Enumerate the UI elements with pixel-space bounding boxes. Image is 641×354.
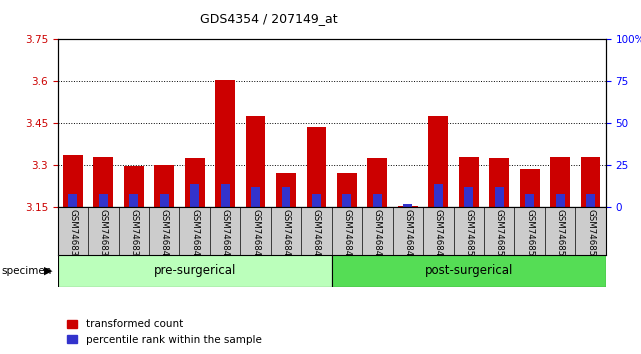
Bar [337, 173, 357, 207]
Bar [215, 80, 235, 207]
Bar [459, 156, 479, 207]
Bar [464, 187, 473, 207]
Bar [221, 184, 229, 207]
Legend: transformed count, percentile rank within the sample: transformed count, percentile rank withi… [63, 315, 266, 349]
Bar [69, 194, 78, 207]
Text: GSM746854: GSM746854 [586, 209, 595, 261]
Text: GSM746839: GSM746839 [129, 209, 138, 261]
Text: GSM746844: GSM746844 [281, 209, 290, 261]
Text: GSM746840: GSM746840 [160, 209, 169, 261]
Bar [276, 173, 296, 207]
Bar [251, 187, 260, 207]
Text: GSM746843: GSM746843 [251, 209, 260, 261]
Bar [367, 158, 387, 207]
Text: GDS4354 / 207149_at: GDS4354 / 207149_at [201, 12, 338, 25]
Text: GSM746837: GSM746837 [69, 209, 78, 261]
Text: pre-surgerical: pre-surgerical [153, 264, 236, 277]
Bar [373, 194, 382, 207]
Text: specimen: specimen [1, 266, 52, 276]
Bar [124, 166, 144, 207]
Bar [63, 155, 83, 207]
Text: GSM746841: GSM746841 [190, 209, 199, 261]
Bar [58, 255, 332, 287]
Bar [525, 194, 534, 207]
Bar [520, 169, 540, 207]
Text: GSM746848: GSM746848 [403, 209, 412, 261]
Bar [190, 184, 199, 207]
Bar [332, 255, 606, 287]
Bar [434, 184, 443, 207]
Text: GSM746845: GSM746845 [312, 209, 321, 261]
Text: post-surgerical: post-surgerical [424, 264, 513, 277]
Bar [428, 116, 448, 207]
Bar [581, 156, 601, 207]
Bar [495, 187, 504, 207]
Text: GSM746842: GSM746842 [221, 209, 229, 261]
Text: GSM746847: GSM746847 [373, 209, 382, 261]
Text: GSM746851: GSM746851 [495, 209, 504, 261]
Bar [246, 116, 265, 207]
Bar [99, 194, 108, 207]
Bar [129, 194, 138, 207]
Text: GSM746846: GSM746846 [342, 209, 351, 261]
Text: GSM746849: GSM746849 [434, 209, 443, 261]
Bar [160, 194, 169, 207]
Bar [586, 194, 595, 207]
Bar [489, 158, 509, 207]
Text: GSM746850: GSM746850 [464, 209, 473, 261]
Bar [94, 156, 113, 207]
Bar [154, 165, 174, 207]
Bar [403, 204, 412, 207]
Text: GSM746838: GSM746838 [99, 209, 108, 261]
Text: GSM746852: GSM746852 [525, 209, 534, 261]
Text: ▶: ▶ [44, 266, 53, 276]
Bar [312, 194, 321, 207]
Bar [550, 156, 570, 207]
Text: GSM746853: GSM746853 [556, 209, 565, 261]
Bar [398, 206, 418, 207]
Bar [281, 187, 290, 207]
Bar [556, 194, 565, 207]
Bar [342, 194, 351, 207]
Bar [185, 158, 204, 207]
Bar [306, 127, 326, 207]
